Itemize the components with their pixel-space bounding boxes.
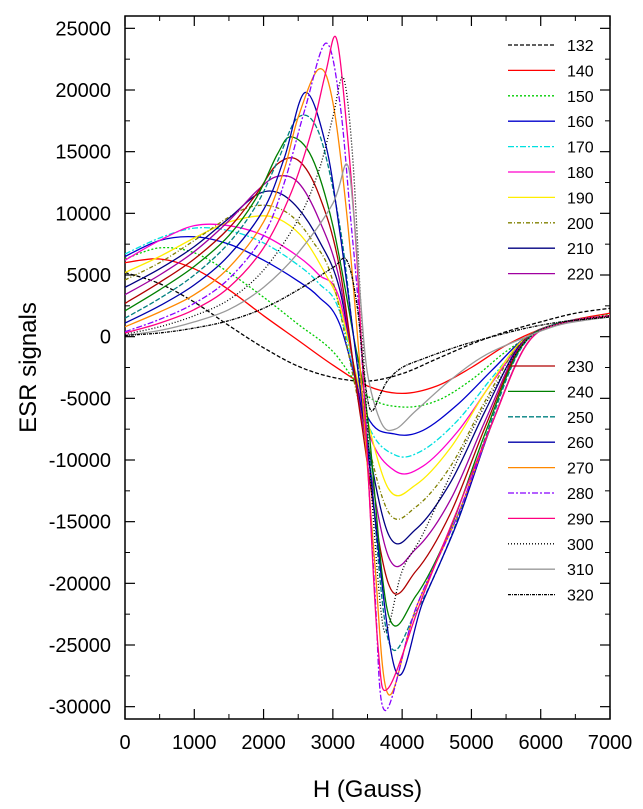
legend-label: 160 — [567, 114, 594, 131]
legend-entry-190: 190 — [508, 190, 594, 207]
legend-label: 250 — [567, 410, 594, 427]
legend-entry-290: 290 — [508, 511, 594, 528]
axis-ticks — [124, 16, 611, 719]
legend-entry-250: 250 — [508, 410, 594, 427]
series-line-250 — [125, 114, 610, 651]
legend-entry-160: 160 — [508, 114, 594, 131]
legend-label: 150 — [567, 89, 594, 106]
series-layer — [125, 35, 610, 712]
x-tick-label: 2000 — [241, 732, 286, 754]
y-axis-title: ESR signals — [15, 302, 42, 433]
legend-label: 290 — [567, 511, 594, 528]
x-tick-label: 6000 — [518, 732, 563, 754]
y-tick-label: -20000 — [49, 573, 111, 595]
legend-label: 260 — [567, 435, 594, 452]
legend-label: 210 — [567, 241, 594, 258]
y-tick-label: 10000 — [55, 203, 111, 225]
legend-label: 132 — [567, 38, 594, 55]
y-tick-label: -25000 — [49, 635, 111, 657]
legend-label: 200 — [567, 216, 594, 233]
legend-entry-150: 150 — [508, 89, 594, 106]
x-tick-label: 5000 — [449, 732, 494, 754]
legend-label: 230 — [567, 359, 594, 376]
legend-label: 190 — [567, 190, 594, 207]
x-tick-label: 4000 — [380, 732, 425, 754]
y-tick-label: -30000 — [49, 697, 111, 719]
series-line-132 — [125, 271, 610, 382]
y-axis-tick-labels: -30000 -25000 -20000 -15000 -10000 -5000 0 5000… — [49, 18, 111, 718]
y-tick-label: 20000 — [55, 80, 111, 102]
legend-entry-132: 132 — [508, 38, 594, 55]
legend: 132 140 150 160 170 180 190 200 210 220 230 240 250 2… — [508, 38, 594, 605]
legend-label: 310 — [567, 562, 594, 579]
plot-area — [124, 15, 611, 720]
legend-entry-200: 200 — [508, 216, 594, 233]
x-tick-label: 7000 — [588, 732, 633, 754]
series-line-320 — [125, 257, 610, 412]
legend-label: 220 — [567, 267, 594, 284]
y-tick-label: 15000 — [55, 142, 111, 164]
legend-entry-170: 170 — [508, 140, 594, 157]
legend-entry-230: 230 — [508, 359, 594, 376]
legend-entry-270: 270 — [508, 461, 594, 478]
y-tick-label: 25000 — [55, 18, 111, 40]
series-line-200 — [125, 204, 610, 520]
legend-entry-240: 240 — [508, 384, 594, 401]
series-line-230 — [125, 157, 610, 595]
series-line-260 — [125, 91, 610, 676]
legend-entry-280: 280 — [508, 486, 594, 503]
series-line-240 — [125, 136, 610, 627]
x-tick-label: 3000 — [311, 732, 356, 754]
y-tick-label: -15000 — [49, 512, 111, 534]
legend-label: 140 — [567, 63, 594, 80]
series-line-310 — [125, 163, 610, 432]
legend-entry-300: 300 — [508, 537, 594, 554]
x-axis-tick-labels: 0 1000 2000 3000 4000 5000 6000 7000 — [119, 732, 632, 754]
y-tick-label: -10000 — [49, 450, 111, 472]
legend-label: 180 — [567, 165, 594, 182]
legend-entry-310: 310 — [508, 562, 594, 579]
series-line-300 — [125, 76, 610, 633]
series-line-140 — [125, 258, 610, 395]
x-tick-label: 1000 — [172, 732, 217, 754]
legend-entry-320: 320 — [508, 588, 594, 605]
legend-label: 320 — [567, 588, 594, 605]
y-tick-label: 0 — [100, 327, 111, 349]
legend-entry-140: 140 — [508, 63, 594, 80]
series-line-210 — [125, 190, 610, 545]
legend-entry-220: 220 — [508, 267, 594, 284]
legend-label: 280 — [567, 486, 594, 503]
series-line-270 — [125, 68, 610, 696]
legend-label: 300 — [567, 537, 594, 554]
legend-entry-210: 210 — [508, 241, 594, 258]
y-tick-label: -5000 — [60, 388, 111, 410]
x-tick-label: 0 — [119, 732, 130, 754]
series-line-290 — [125, 35, 610, 691]
legend-label: 240 — [567, 384, 594, 401]
x-axis-title: H (Gauss) — [313, 776, 422, 803]
legend-entry-180: 180 — [508, 165, 594, 182]
legend-label: 170 — [567, 140, 594, 157]
legend-entry-260: 260 — [508, 435, 594, 452]
y-tick-label: 5000 — [67, 265, 112, 287]
series-line-190 — [125, 215, 610, 497]
legend-label: 270 — [567, 461, 594, 478]
series-line-160 — [125, 235, 610, 436]
